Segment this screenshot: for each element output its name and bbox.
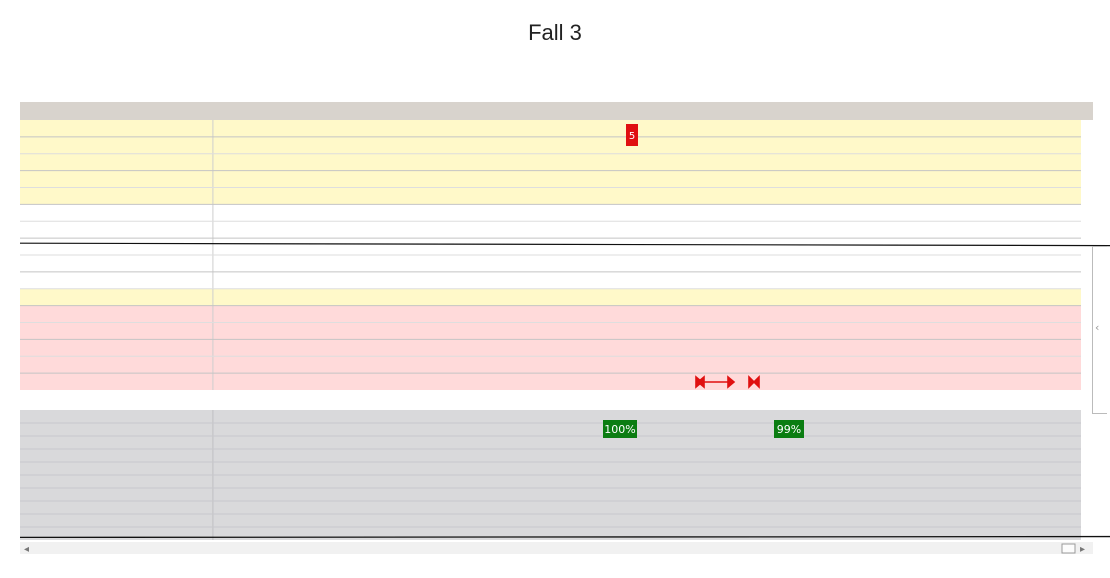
fhr-band-warning: [20, 120, 1081, 205]
fhr-panel: FHR1bpm2001801601401201008060FHR1bpm2001…: [19, 120, 1110, 390]
signal-quality-label: 99%: [777, 423, 801, 436]
fhr-band-normal: [20, 204, 1081, 289]
ua-panel: UA - %80604020UA - %80604020UA - %806040…: [19, 410, 1110, 540]
event-marker-badge[interactable]: [626, 124, 638, 146]
time-axis: 14:0114:1114:21: [20, 390, 1081, 410]
event-range-markers: [695, 375, 760, 389]
horizontal-scrollbar[interactable]: ◂ ▸: [20, 542, 1093, 555]
fhr-grid: [20, 120, 1081, 390]
signal-quality-badge: 100%: [603, 420, 637, 438]
fhr-bands: [20, 120, 1081, 390]
scroll-right-icon[interactable]: ▸: [1080, 544, 1085, 555]
signal-quality-badge: 99%: [774, 420, 804, 438]
monitor-header-bar: [20, 102, 1093, 120]
ua-grid: [20, 410, 1081, 540]
slide-title: Fall 3: [528, 20, 582, 45]
scroll-thumb[interactable]: [1061, 543, 1076, 554]
fhr-band-danger: [20, 305, 1081, 390]
side-panel-toggle[interactable]: ‹: [1092, 246, 1107, 414]
fhr-band-warning: [20, 288, 1081, 306]
event-marker-label: 5: [629, 131, 635, 142]
event-marker[interactable]: 5: [626, 124, 638, 146]
signal-quality-label: 100%: [604, 423, 635, 436]
time-axis-strip: [20, 390, 1081, 410]
chevron-left-icon: ‹: [1095, 321, 1100, 334]
scroll-left-icon[interactable]: ◂: [24, 544, 29, 555]
